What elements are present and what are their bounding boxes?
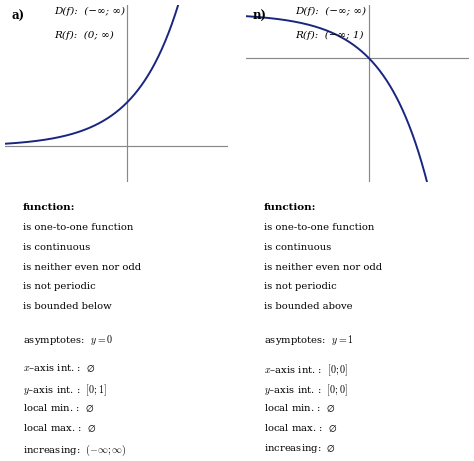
Text: increasing:  $(-\infty; \infty)$: increasing: $(-\infty; \infty)$ [23,442,127,458]
Text: is one-to-one function: is one-to-one function [23,223,133,232]
Text: is bounded above: is bounded above [264,302,353,311]
Text: function:: function: [23,203,75,212]
Text: local max. :  $\varnothing$: local max. : $\varnothing$ [264,422,337,434]
Text: is continuous: is continuous [264,242,331,252]
Text: R(f):  (0; ∞): R(f): (0; ∞) [54,31,114,40]
Text: $y$–axis int. :  $[0; 0]$: $y$–axis int. : $[0; 0]$ [264,383,347,398]
Text: is not periodic: is not periodic [23,282,95,291]
Text: R(f):  (−∞; 1): R(f): (−∞; 1) [295,31,364,40]
Text: is bounded below: is bounded below [23,302,111,311]
Text: asymptotes:  $y = 1$: asymptotes: $y = 1$ [264,332,354,347]
Text: local min. :  $\varnothing$: local min. : $\varnothing$ [23,402,94,414]
Text: $y$–axis int. :  $[0; 1]$: $y$–axis int. : $[0; 1]$ [23,383,106,398]
Text: $x$–axis int. :  $[0; 0]$: $x$–axis int. : $[0; 0]$ [264,363,348,378]
Text: a): a) [11,10,25,23]
Text: D(f):  (−∞; ∞): D(f): (−∞; ∞) [295,6,366,16]
Text: local min. :  $\varnothing$: local min. : $\varnothing$ [264,402,335,414]
Text: local max. :  $\varnothing$: local max. : $\varnothing$ [23,422,96,434]
Text: is neither even nor odd: is neither even nor odd [264,262,382,272]
Text: is one-to-one function: is one-to-one function [264,223,374,232]
Text: asymptotes:  $y = 0$: asymptotes: $y = 0$ [23,332,113,347]
Text: is not periodic: is not periodic [264,282,337,291]
Text: is neither even nor odd: is neither even nor odd [23,262,141,272]
Text: $x$–axis int. :  $\varnothing$: $x$–axis int. : $\varnothing$ [23,363,95,374]
Text: D(f):  (−∞; ∞): D(f): (−∞; ∞) [54,6,125,16]
Text: function:: function: [264,203,316,212]
Text: n): n) [253,10,267,23]
Text: increasing:  $\varnothing$: increasing: $\varnothing$ [264,442,336,455]
Text: is continuous: is continuous [23,242,90,252]
